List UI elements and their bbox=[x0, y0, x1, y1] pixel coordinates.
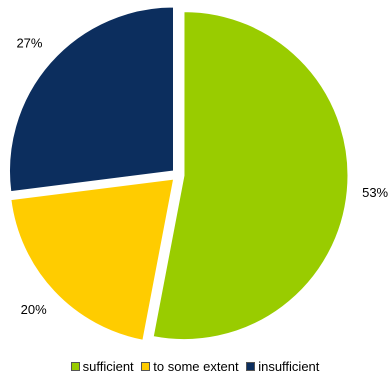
chart-legend: sufficient to some extent insufficient bbox=[0, 359, 390, 374]
legend-item-to-some-extent: to some extent bbox=[141, 359, 239, 374]
legend-swatch-insufficient bbox=[246, 362, 256, 371]
legend-swatch-to-some-extent bbox=[141, 362, 151, 371]
pie-slices bbox=[8, 6, 349, 341]
legend-item-insufficient: insufficient bbox=[246, 359, 319, 374]
pie-slice-insufficient bbox=[8, 6, 174, 193]
pie-label-to-some-extent: 20% bbox=[21, 302, 47, 317]
legend-label-to-some-extent: to some extent bbox=[153, 359, 239, 374]
legend-label-sufficient: sufficient bbox=[82, 359, 134, 374]
pie-slice-sufficient bbox=[152, 11, 349, 341]
pie-label-insufficient: 27% bbox=[16, 35, 42, 50]
pie-label-sufficient: 53% bbox=[362, 185, 388, 200]
legend-item-sufficient: sufficient bbox=[70, 359, 134, 374]
legend-label-insufficient: insufficient bbox=[258, 359, 320, 374]
pie-labels: 53% 20% 27% bbox=[16, 35, 388, 316]
pie-slice-to-some-extent bbox=[10, 178, 175, 341]
legend-swatch-sufficient bbox=[70, 362, 80, 371]
pie-chart: 53% 20% 27% bbox=[8, 6, 389, 341]
